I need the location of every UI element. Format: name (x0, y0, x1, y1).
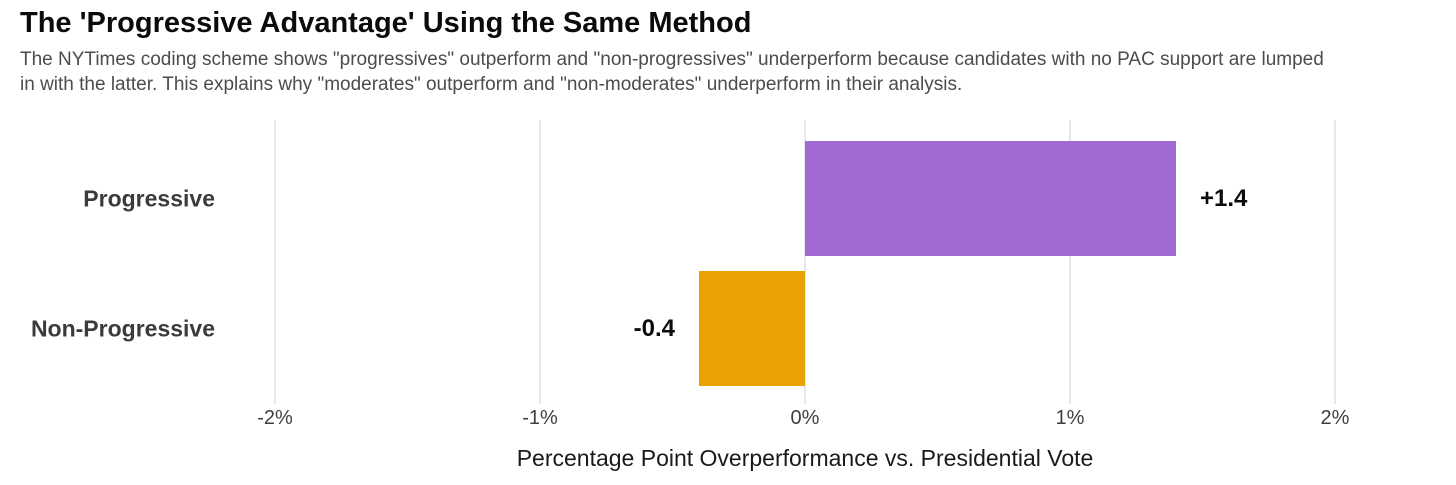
chart-title: The 'Progressive Advantage' Using the Sa… (20, 7, 752, 39)
gridline--2% (274, 120, 276, 404)
value-label-non-progressive: -0.4 (633, 314, 675, 342)
category-label-non-progressive: Non-Progressive (30, 315, 215, 341)
x-axis-title: Percentage Point Overperformance vs. Pre… (516, 445, 1094, 471)
x-tick-label: 2% (1320, 407, 1350, 429)
gridline--1% (539, 120, 541, 404)
value-label-progressive: +1.4 (1200, 184, 1248, 212)
gridline-0% (804, 120, 806, 404)
gridline-2% (1334, 120, 1336, 404)
x-tick-label: -1% (522, 407, 558, 429)
x-tick-label: 1% (1055, 407, 1085, 429)
x-tick-label: 0% (790, 407, 820, 429)
x-tick-label: -2% (257, 407, 293, 429)
bar-progressive (805, 141, 1176, 256)
bar-non-progressive (699, 271, 805, 386)
chart-subtitle: The NYTimes coding scheme shows "progres… (20, 49, 1324, 95)
gridline-1% (1069, 120, 1071, 404)
category-label-progressive: Progressive (83, 185, 215, 211)
